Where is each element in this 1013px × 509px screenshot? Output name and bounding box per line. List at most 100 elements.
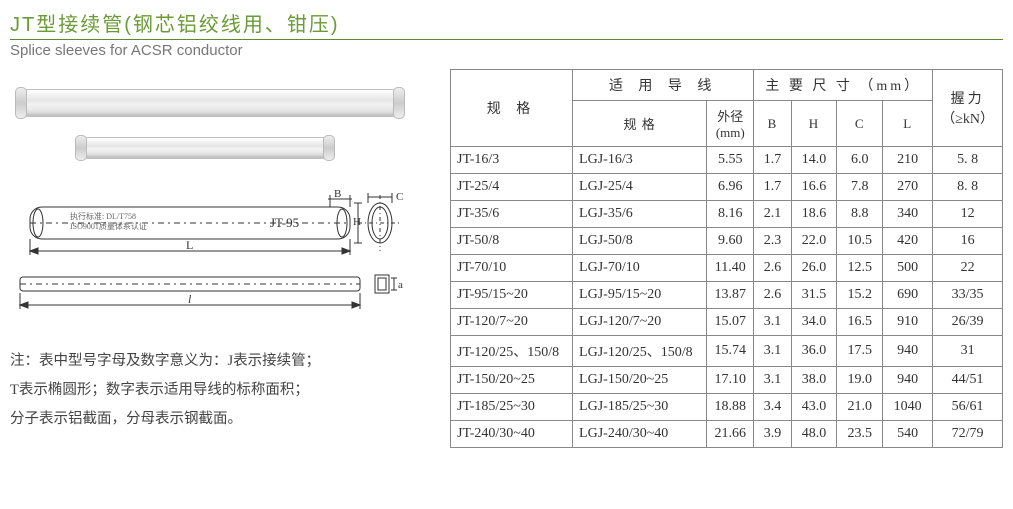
table-cell: 16.6 xyxy=(791,174,837,201)
th-C: C xyxy=(837,101,883,147)
table-cell: 10.5 xyxy=(837,228,883,255)
table-cell: LGJ-120/7~20 xyxy=(573,309,707,336)
table-cell: 11.40 xyxy=(707,255,754,282)
table-cell: LGJ-35/6 xyxy=(573,201,707,228)
table-row: JT-25/4LGJ-25/46.961.716.67.82708. 8 xyxy=(451,174,1003,201)
table-row: JT-120/7~20LGJ-120/7~2015.073.134.016.59… xyxy=(451,309,1003,336)
table-cell: LGJ-185/25~30 xyxy=(573,394,707,421)
table-cell: 2.6 xyxy=(754,255,791,282)
table-cell: JT-50/8 xyxy=(451,228,573,255)
title-cn: JT型接续管(钢芯铝绞线用、钳压) xyxy=(10,8,1003,37)
table-cell: LGJ-240/30~40 xyxy=(573,421,707,448)
table-cell: 7.8 xyxy=(837,174,883,201)
diag-H: H xyxy=(353,216,361,228)
table-cell: LGJ-16/3 xyxy=(573,147,707,174)
table-cell: 6.0 xyxy=(837,147,883,174)
table-row: JT-16/3LGJ-16/35.551.714.06.02105. 8 xyxy=(451,147,1003,174)
diag-spec1: 执行标准: DL/T758 xyxy=(70,211,136,221)
table-cell: 17.10 xyxy=(707,367,754,394)
table-cell: 8. 8 xyxy=(933,174,1003,201)
table-row: JT-35/6LGJ-35/68.162.118.68.834012 xyxy=(451,201,1003,228)
table-cell: 3.4 xyxy=(754,394,791,421)
table-cell: 9.60 xyxy=(707,228,754,255)
table-cell: 13.87 xyxy=(707,282,754,309)
product-photo xyxy=(10,89,430,159)
table-cell: 5.55 xyxy=(707,147,754,174)
table-cell: 21.0 xyxy=(837,394,883,421)
table-cell: 540 xyxy=(883,421,933,448)
table-row: JT-150/20~25LGJ-150/20~2517.103.138.019.… xyxy=(451,367,1003,394)
table-cell: LGJ-120/25、150/8 xyxy=(573,336,707,367)
table-cell: JT-95/15~20 xyxy=(451,282,573,309)
table-cell: 690 xyxy=(883,282,933,309)
table-cell: LGJ-50/8 xyxy=(573,228,707,255)
title-en: Splice sleeves for ACSR conductor xyxy=(10,42,1003,59)
table-cell: 17.5 xyxy=(837,336,883,367)
dimension-diagram: 执行标准: DL/T758 ISO9001质量体系认证 JT-95 B xyxy=(10,189,430,329)
table-cell: 36.0 xyxy=(791,336,837,367)
table-row: JT-95/15~20LGJ-95/15~2013.872.631.515.26… xyxy=(451,282,1003,309)
table-cell: LGJ-95/15~20 xyxy=(573,282,707,309)
table-cell: 22.0 xyxy=(791,228,837,255)
table-cell: 43.0 xyxy=(791,394,837,421)
table-cell: 3.9 xyxy=(754,421,791,448)
sleeve-large xyxy=(20,89,400,117)
table-cell: 3.1 xyxy=(754,367,791,394)
table-cell: 33/35 xyxy=(933,282,1003,309)
th-od-label: 外径 xyxy=(717,109,743,124)
table-cell: 2.6 xyxy=(754,282,791,309)
th-B: B xyxy=(754,101,791,147)
table-cell: 21.66 xyxy=(707,421,754,448)
table-cell: LGJ-25/4 xyxy=(573,174,707,201)
left-panel: 执行标准: DL/T758 ISO9001质量体系认证 JT-95 B xyxy=(10,69,430,434)
diag-a: a xyxy=(398,279,403,291)
table-cell: 3.1 xyxy=(754,336,791,367)
table-cell: 12 xyxy=(933,201,1003,228)
table-row: JT-240/30~40LGJ-240/30~4021.663.948.023.… xyxy=(451,421,1003,448)
table-cell: 34.0 xyxy=(791,309,837,336)
table-cell: 500 xyxy=(883,255,933,282)
table-cell: 2.1 xyxy=(754,201,791,228)
table-cell: 210 xyxy=(883,147,933,174)
footnote: 注：表中型号字母及数字意义为：J表示接续管； T表示椭圆形；数字表示适用导线的标… xyxy=(10,347,430,434)
table-cell: 72/79 xyxy=(933,421,1003,448)
diag-l: l xyxy=(188,292,192,306)
table-cell: 1.7 xyxy=(754,174,791,201)
table-cell: 22 xyxy=(933,255,1003,282)
table-cell: 270 xyxy=(883,174,933,201)
table-cell: 23.5 xyxy=(837,421,883,448)
table-cell: 6.96 xyxy=(707,174,754,201)
table-cell: 15.2 xyxy=(837,282,883,309)
table-cell: 26/39 xyxy=(933,309,1003,336)
table-cell: 12.5 xyxy=(837,255,883,282)
note-line: 分子表示铝截面，分母表示钢截面。 xyxy=(10,405,430,434)
table-cell: LGJ-70/10 xyxy=(573,255,707,282)
table-row: JT-120/25、150/8LGJ-120/25、150/815.743.13… xyxy=(451,336,1003,367)
th-od-unit: (mm) xyxy=(716,125,745,140)
diag-jt95: JT-95 xyxy=(270,215,299,230)
th-H: H xyxy=(791,101,837,147)
table-cell: 940 xyxy=(883,336,933,367)
table-cell: 56/61 xyxy=(933,394,1003,421)
table-cell: 18.6 xyxy=(791,201,837,228)
th-conductor: 适 用 导 线 xyxy=(573,70,754,101)
table-cell: 18.88 xyxy=(707,394,754,421)
table-cell: JT-25/4 xyxy=(451,174,573,201)
th-grip-unit: （≥kN） xyxy=(941,112,994,127)
table-cell: 16 xyxy=(933,228,1003,255)
table-cell: JT-35/6 xyxy=(451,201,573,228)
table-row: JT-70/10LGJ-70/1011.402.626.012.550022 xyxy=(451,255,1003,282)
th-od: 外径 (mm) xyxy=(707,101,754,147)
note-line: T表示椭圆形；数字表示适用导线的标称面积； xyxy=(10,376,430,405)
table-cell: 15.07 xyxy=(707,309,754,336)
table-cell: 31 xyxy=(933,336,1003,367)
table-cell: 2.3 xyxy=(754,228,791,255)
table-cell: 19.0 xyxy=(837,367,883,394)
table-row: JT-185/25~30LGJ-185/25~3018.883.443.021.… xyxy=(451,394,1003,421)
table-cell: JT-120/7~20 xyxy=(451,309,573,336)
table-row: JT-50/8LGJ-50/89.602.322.010.542016 xyxy=(451,228,1003,255)
spec-table-wrap: 规 格 适 用 导 线 主 要 尺 寸 （mm） 握力 （≥kN） 规 格 外径… xyxy=(450,69,1003,448)
th-grip: 握力 （≥kN） xyxy=(933,70,1003,147)
table-cell: JT-120/25、150/8 xyxy=(451,336,573,367)
note-line: 注：表中型号字母及数字意义为：J表示接续管； xyxy=(10,347,430,376)
